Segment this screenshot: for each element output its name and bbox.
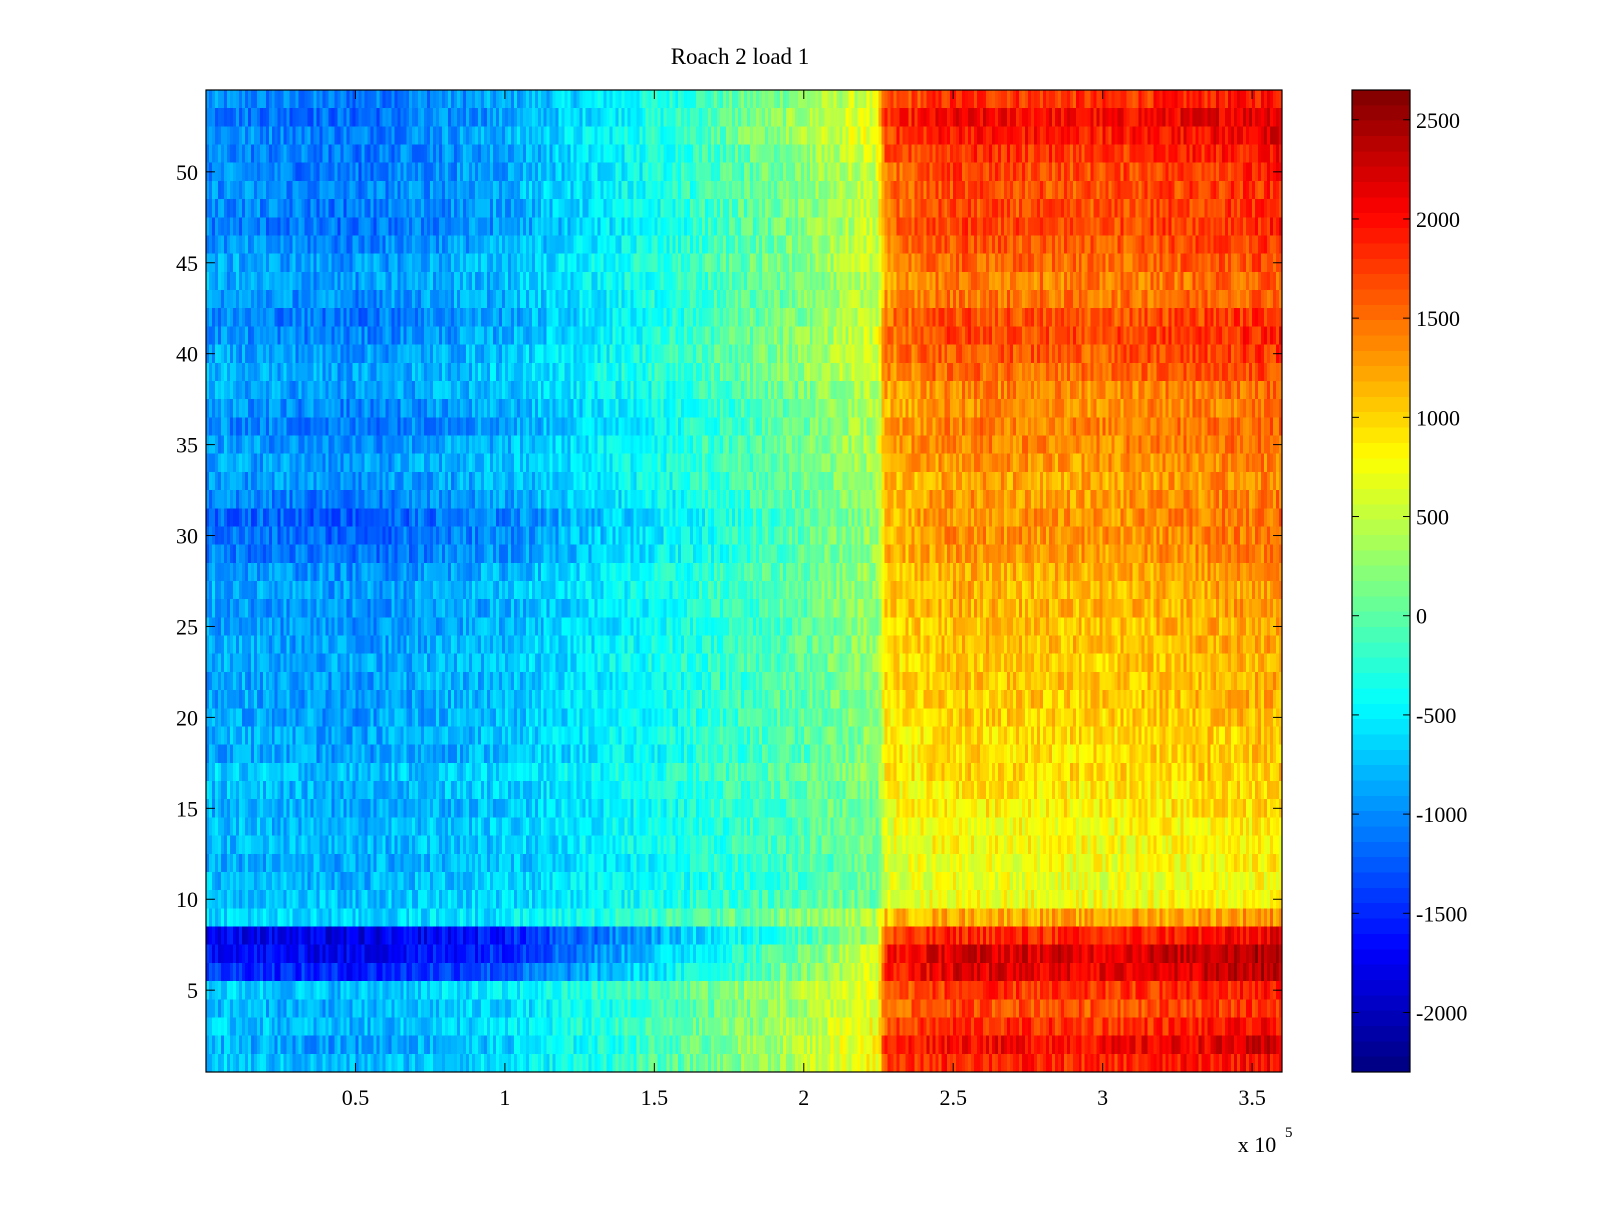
x-tick-label: 0.5 bbox=[342, 1085, 370, 1110]
x-axis: 0.5 1 1.5 2 2.5 3 3.5 bbox=[342, 90, 1266, 1110]
plot-frame bbox=[205, 89, 1283, 1073]
colorbar-tick-label: 1500 bbox=[1416, 306, 1460, 331]
x-tick-label: 1 bbox=[499, 1085, 510, 1110]
y-tick-label: 50 bbox=[176, 160, 198, 185]
x-exponent: x 10 5 bbox=[1238, 1125, 1293, 1157]
y-tick-label: 20 bbox=[176, 705, 198, 730]
colorbar-tick-label: 500 bbox=[1416, 505, 1449, 530]
colorbar-ticks: 2500 2000 1500 1000 500 0 -500 -1000 -1500 -2000 bbox=[1352, 108, 1467, 1025]
y-tick-label: 30 bbox=[176, 524, 198, 549]
x-tick-label: 1.5 bbox=[641, 1085, 669, 1110]
colorbar-tick-label: -1000 bbox=[1416, 802, 1467, 827]
colorbar-tick-label: 2500 bbox=[1416, 108, 1460, 133]
colorbar-tick-label: 2000 bbox=[1416, 207, 1460, 232]
y-tick-label: 45 bbox=[176, 251, 198, 276]
x-tick-label: 3.5 bbox=[1238, 1085, 1266, 1110]
y-tick-label: 10 bbox=[176, 887, 198, 912]
colorbar-tick-label: 1000 bbox=[1416, 405, 1460, 430]
colorbar-tick-label: -2000 bbox=[1416, 1000, 1467, 1025]
y-axis: 5 10 15 20 25 30 35 40 45 50 bbox=[176, 160, 1282, 1003]
x-tick-label: 3 bbox=[1097, 1085, 1108, 1110]
heatmap-area bbox=[206, 90, 1282, 1072]
y-tick-label: 25 bbox=[176, 614, 198, 639]
x-exponent-power: 5 bbox=[1285, 1125, 1293, 1141]
colorbar-tick-label: -1500 bbox=[1416, 901, 1467, 926]
y-tick-label: 15 bbox=[176, 796, 198, 821]
y-tick-label: 5 bbox=[187, 978, 198, 1003]
colorbar: 2500 2000 1500 1000 500 0 -500 -1000 -1500 -2000 bbox=[1351, 89, 1467, 1073]
colorbar-frame bbox=[1351, 89, 1411, 1073]
y-tick-label: 40 bbox=[176, 342, 198, 367]
heatmap-cells bbox=[206, 90, 1282, 1072]
colorbar-tick-label: 0 bbox=[1416, 604, 1427, 629]
y-tick-label: 35 bbox=[176, 433, 198, 458]
x-exponent-label: x 10 bbox=[1238, 1132, 1277, 1157]
colorbar-tick-label: -500 bbox=[1416, 703, 1456, 728]
colorbar-gradient bbox=[1352, 90, 1410, 1072]
x-tick-label: 2 bbox=[798, 1085, 809, 1110]
x-tick-label: 2.5 bbox=[939, 1085, 967, 1110]
chart-title: Roach 2 load 1 bbox=[671, 44, 810, 69]
